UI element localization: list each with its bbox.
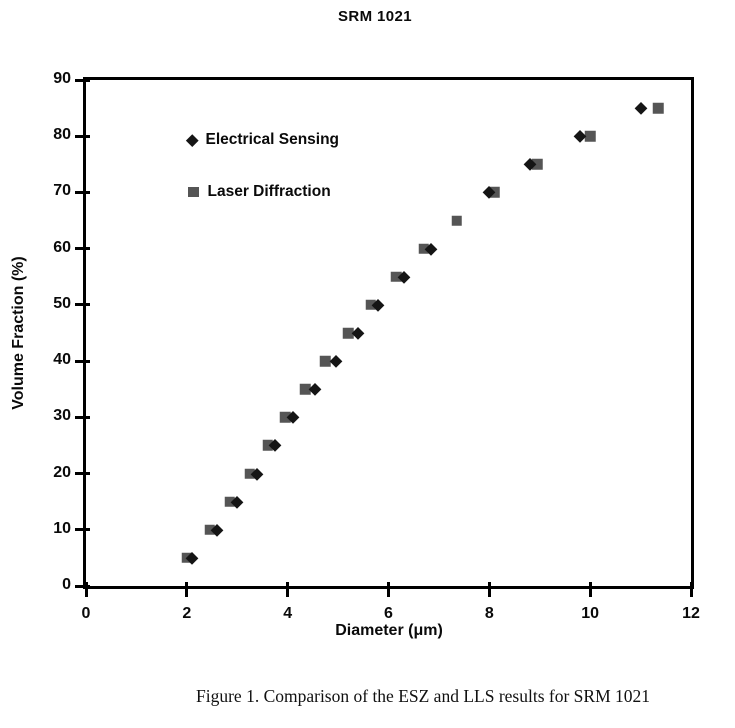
legend-item-electrical-sensing: Electrical Sensing: [186, 131, 340, 149]
data-point-laser-diffraction: [365, 299, 377, 311]
y-axis-tick: [75, 247, 90, 251]
y-tick-label: 50: [53, 294, 71, 312]
data-point-laser-diffraction: [584, 130, 596, 142]
y-axis-tick: [75, 415, 90, 419]
y-tick-label: 90: [53, 70, 71, 87]
y-axis-title: Volume Fraction (%): [10, 256, 27, 410]
y-tick-label: 70: [53, 182, 71, 200]
x-tick-label: 8: [484, 605, 494, 622]
y-axis-tick: [75, 190, 90, 194]
data-point-electrical-sensing: [352, 326, 365, 340]
y-tick-label: 30: [53, 407, 71, 425]
y-axis-tick: [75, 78, 90, 82]
x-tick-label: 12: [682, 605, 700, 622]
data-point-laser-diffraction: [531, 159, 543, 170]
legend-label-laser-diffraction: Laser Diffraction: [207, 183, 331, 200]
y-tick-label: 40: [53, 351, 71, 369]
x-axis-tick: [588, 582, 592, 597]
diamond-marker-icon: [186, 133, 199, 147]
square-marker-icon: [188, 186, 199, 198]
x-axis-tick: [387, 582, 390, 597]
y-tick-label: 60: [53, 238, 71, 256]
legend-item-laser-diffraction: Laser Diffraction: [188, 183, 331, 201]
data-point-laser-diffraction: [320, 355, 331, 367]
data-point-electrical-sensing: [634, 102, 647, 115]
x-axis-tick: [84, 582, 88, 597]
data-point-laser-diffraction: [451, 215, 462, 226]
x-tick-label: 10: [581, 605, 600, 622]
y-axis-tick: [75, 134, 90, 138]
x-axis-tick: [487, 582, 491, 597]
y-tick-label: 20: [53, 463, 71, 481]
data-point-laser-diffraction: [279, 412, 291, 423]
data-point-laser-diffraction: [390, 271, 402, 283]
y-tick-label: 80: [53, 126, 71, 144]
data-point-laser-diffraction: [342, 327, 354, 339]
data-point-electrical-sensing: [329, 355, 342, 368]
x-tick-label: 6: [384, 605, 393, 622]
data-point-laser-diffraction: [244, 468, 256, 479]
plot-area: Electrical Sensing Laser Diffraction 0 2 4…: [53, 70, 700, 622]
x-axis-tick: [286, 582, 290, 597]
x-axis-title: Diameter (μm): [335, 622, 443, 639]
x-axis-tick: [185, 582, 189, 597]
data-point-laser-diffraction: [224, 496, 235, 507]
data-point-laser-diffraction: [652, 102, 664, 114]
y-tick-label: 10: [53, 519, 71, 537]
x-tick-label: 2: [182, 605, 192, 622]
y-axis-tick: [75, 584, 90, 588]
y-axis-tick: [75, 472, 90, 476]
x-tick-label: 0: [81, 605, 91, 622]
data-point-laser-diffraction: [262, 440, 273, 451]
data-point-laser-diffraction: [300, 383, 311, 395]
x-tick-label: 4: [283, 605, 293, 622]
figure-caption: Figure 1. Comparison of the ESZ and LLS …: [196, 686, 651, 706]
data-point-electrical-sensing: [309, 383, 322, 396]
x-axis-tick: [689, 582, 693, 597]
y-tick-label: 0: [62, 576, 71, 593]
legend-label-electrical-sensing: Electrical Sensing: [205, 131, 340, 148]
y-axis-tick: [75, 528, 90, 532]
data-point-laser-diffraction: [418, 243, 430, 254]
data-point-laser-diffraction: [204, 524, 215, 536]
y-axis-tick: [75, 359, 90, 363]
y-axis-tick: [75, 303, 90, 307]
chart-title: SRM 1021: [337, 8, 413, 25]
